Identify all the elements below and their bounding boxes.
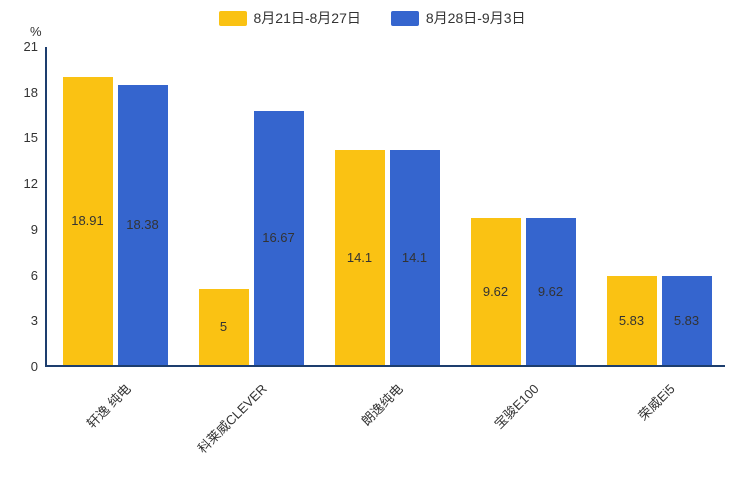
bar-series2-科莱威CLEVER: 16.67 — [253, 110, 304, 365]
y-tick-label: 18 — [23, 84, 38, 100]
bar-series1-轩逸 纯电: 18.91 — [62, 76, 113, 365]
legend-swatch-icon — [218, 10, 247, 26]
x-category-label: 轩逸 纯电 — [83, 381, 134, 432]
plot-area: 18.91 5 14.1 9.62 5.83 18.38 16.67 14.1 9.62 5.83 — [45, 47, 725, 367]
chart-legend: 8月21日-8月27日 8月28日-9月3日 — [0, 8, 744, 28]
bar-series2-朗逸纯电: 14.1 — [389, 150, 440, 365]
bar-series1-科莱威CLEVER: 5 — [198, 288, 249, 365]
bar-value-label: 14.1 — [401, 250, 428, 266]
bar-value-label: 5.83 — [618, 313, 645, 329]
bar-value-label: 5 — [219, 319, 228, 335]
legend-item[interactable]: 8月21日-8月27日 — [218, 8, 361, 28]
legend-item[interactable]: 8月28日-9月3日 — [390, 8, 526, 28]
y-tick-label: 3 — [30, 313, 38, 329]
legend-label: 8月28日-9月3日 — [425, 10, 526, 26]
bar-series2-荣威Ei5: 5.83 — [661, 276, 712, 365]
x-category-label: 宝骏E100 — [491, 381, 542, 432]
y-tick-label: 9 — [30, 221, 38, 237]
y-tick-label: 12 — [23, 176, 38, 192]
bar-value-label: 16.67 — [262, 230, 295, 246]
y-tick-label: 6 — [30, 267, 38, 283]
y-tick-label: 15 — [23, 130, 38, 146]
y-axis-unit-label: % — [30, 24, 42, 39]
bar-value-label: 5.83 — [673, 313, 700, 329]
legend-label: 8月21日-8月27日 — [253, 10, 361, 26]
bar-value-label: 9.62 — [482, 284, 509, 300]
x-category-label: 朗逸纯电 — [358, 381, 406, 429]
y-tick-label: 21 — [23, 39, 38, 54]
y-tick-label: 0 — [30, 359, 38, 374]
x-category-label: 科莱威CLEVER — [194, 381, 270, 457]
bar-value-label: 18.91 — [71, 213, 104, 229]
bar-value-label: 18.38 — [126, 217, 159, 233]
bar-series2-轩逸 纯电: 18.38 — [117, 84, 168, 365]
legend-swatch-icon — [390, 10, 419, 26]
bar-series1-朗逸纯电: 14.1 — [334, 150, 385, 365]
bar-series1-荣威Ei5: 5.83 — [606, 276, 657, 365]
bar-series2-宝骏E100: 9.62 — [525, 218, 576, 365]
bar-series1-宝骏E100: 9.62 — [470, 218, 521, 365]
bar-value-label: 14.1 — [346, 250, 373, 266]
bar-value-label: 9.62 — [537, 284, 564, 300]
x-category-label: 荣威Ei5 — [635, 381, 678, 424]
